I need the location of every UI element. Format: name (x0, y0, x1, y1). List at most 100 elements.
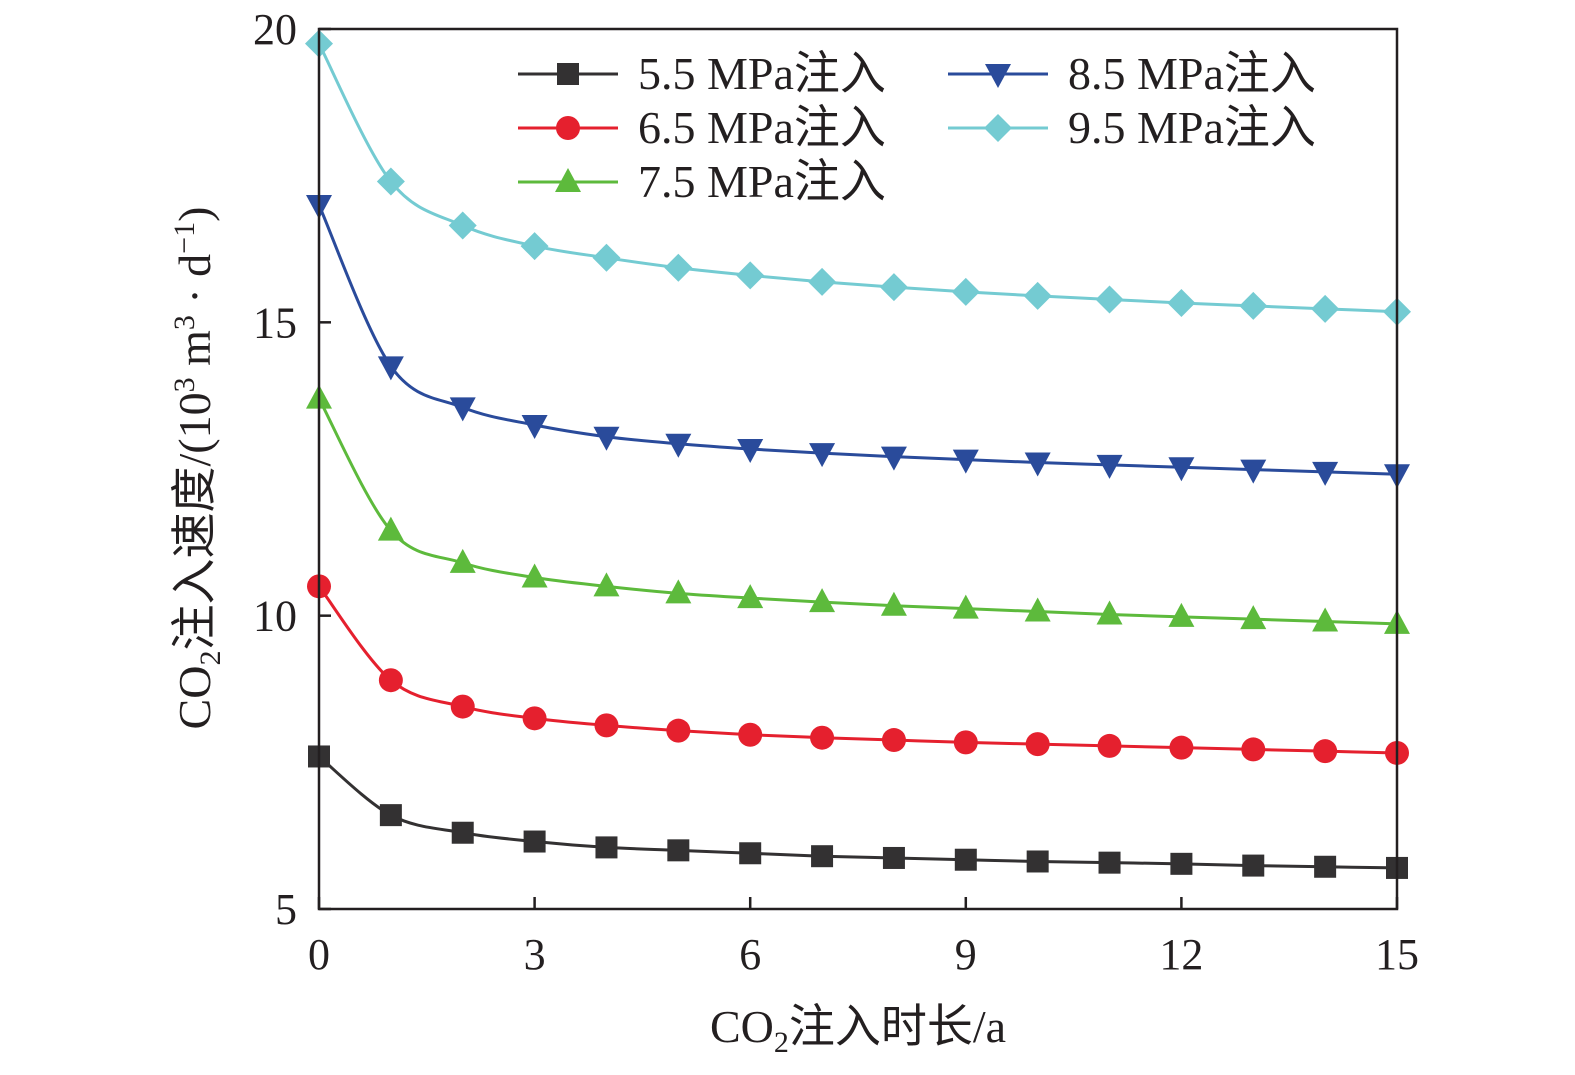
data-point (1168, 602, 1195, 627)
y-tick-label: 10 (253, 592, 297, 641)
legend-label: 7.5 MPa注入 (638, 156, 886, 207)
y-tick-label: 15 (253, 298, 297, 347)
data-point (736, 261, 765, 290)
data-point (1026, 850, 1049, 873)
data-point (450, 694, 475, 719)
data-point (665, 579, 692, 604)
data-point (737, 439, 764, 464)
x-tick-label: 9 (955, 930, 977, 979)
data-point (522, 706, 547, 731)
data-point (593, 426, 620, 451)
data-point (376, 167, 405, 196)
data-point (1168, 457, 1195, 482)
data-point (809, 588, 836, 613)
data-point (1167, 288, 1196, 317)
data-point (952, 449, 979, 474)
legend-item: 8.5 MPa注入 (948, 48, 1316, 99)
x-tick-label: 6 (739, 930, 761, 979)
data-point (377, 516, 404, 541)
data-point (520, 232, 549, 261)
data-point (1098, 851, 1121, 874)
data-point (808, 267, 837, 296)
data-point (1095, 285, 1124, 314)
legend-marker (985, 64, 1011, 88)
data-point (1097, 733, 1122, 758)
data-point (521, 415, 548, 439)
series-line (318, 755, 1398, 870)
data-point (667, 839, 690, 862)
legend-label: 5.5 MPa注入 (638, 48, 886, 99)
data-point (1241, 737, 1266, 762)
data-point (881, 728, 906, 753)
series-line (317, 204, 1398, 476)
legend-marker (557, 63, 579, 85)
legend-marker (556, 116, 580, 140)
legend-item: 6.5 MPa注入 (518, 102, 886, 153)
data-point (1311, 294, 1340, 323)
data-point (379, 804, 402, 827)
x-axis-title: CO2注入时长/a (710, 1001, 1006, 1059)
data-point (953, 730, 978, 755)
data-point (880, 446, 907, 471)
data-point (523, 830, 546, 853)
data-point (1023, 281, 1052, 310)
data-point (1240, 605, 1267, 630)
data-point (1025, 732, 1050, 757)
y-tick-label: 20 (253, 5, 297, 54)
legend-item: 7.5 MPa注入 (518, 156, 886, 207)
x-tick-label: 12 (1159, 930, 1203, 979)
data-point (1169, 735, 1194, 760)
data-point (809, 443, 836, 468)
data-point (665, 433, 692, 458)
data-point (666, 718, 691, 743)
data-point (738, 722, 763, 747)
legend-item: 5.5 MPa注入 (518, 48, 886, 99)
data-point (593, 572, 620, 597)
data-point (880, 591, 907, 616)
x-tick-label: 3 (524, 930, 546, 979)
data-point (882, 846, 905, 869)
legend-label: 9.5 MPa注入 (1068, 102, 1316, 153)
data-point (954, 848, 977, 871)
data-point (1313, 739, 1338, 764)
data-point (1312, 461, 1339, 486)
data-point (1312, 607, 1339, 632)
data-point (377, 356, 404, 381)
x-axis-ticks: 0 3 6 9 12 15 (308, 897, 1419, 979)
series-line (317, 397, 1398, 626)
data-point (737, 584, 764, 609)
data-point (951, 277, 980, 306)
legend-marker (555, 168, 581, 192)
data-point (879, 273, 908, 302)
x-tick-label: 15 (1375, 930, 1419, 979)
data-point (378, 668, 403, 693)
data-point (1170, 852, 1193, 875)
data-point (952, 594, 979, 619)
data-point (1096, 454, 1123, 479)
data-point (521, 563, 548, 588)
data-point (1240, 459, 1267, 484)
data-point (592, 243, 621, 272)
data-point (1024, 452, 1051, 477)
y-tick-label: 5 (275, 885, 297, 934)
legend-label: 6.5 MPa注入 (638, 102, 886, 153)
data-point (1314, 855, 1337, 878)
data-point (449, 397, 476, 422)
data-point (810, 725, 835, 750)
y-axis-ticks: 5 10 15 20 (253, 5, 331, 934)
data-point (1096, 600, 1123, 625)
data-point (811, 845, 834, 868)
data-point (449, 548, 476, 573)
data-point (451, 821, 474, 844)
data-point (664, 253, 693, 282)
legend-item: 9.5 MPa注入 (948, 102, 1316, 153)
data-point (739, 842, 762, 865)
data-point (448, 211, 477, 240)
legend-marker (984, 114, 1012, 142)
data-point (1024, 597, 1051, 622)
data-point (595, 836, 618, 859)
data-point (1242, 854, 1265, 877)
legend-label: 8.5 MPa注入 (1068, 48, 1316, 99)
